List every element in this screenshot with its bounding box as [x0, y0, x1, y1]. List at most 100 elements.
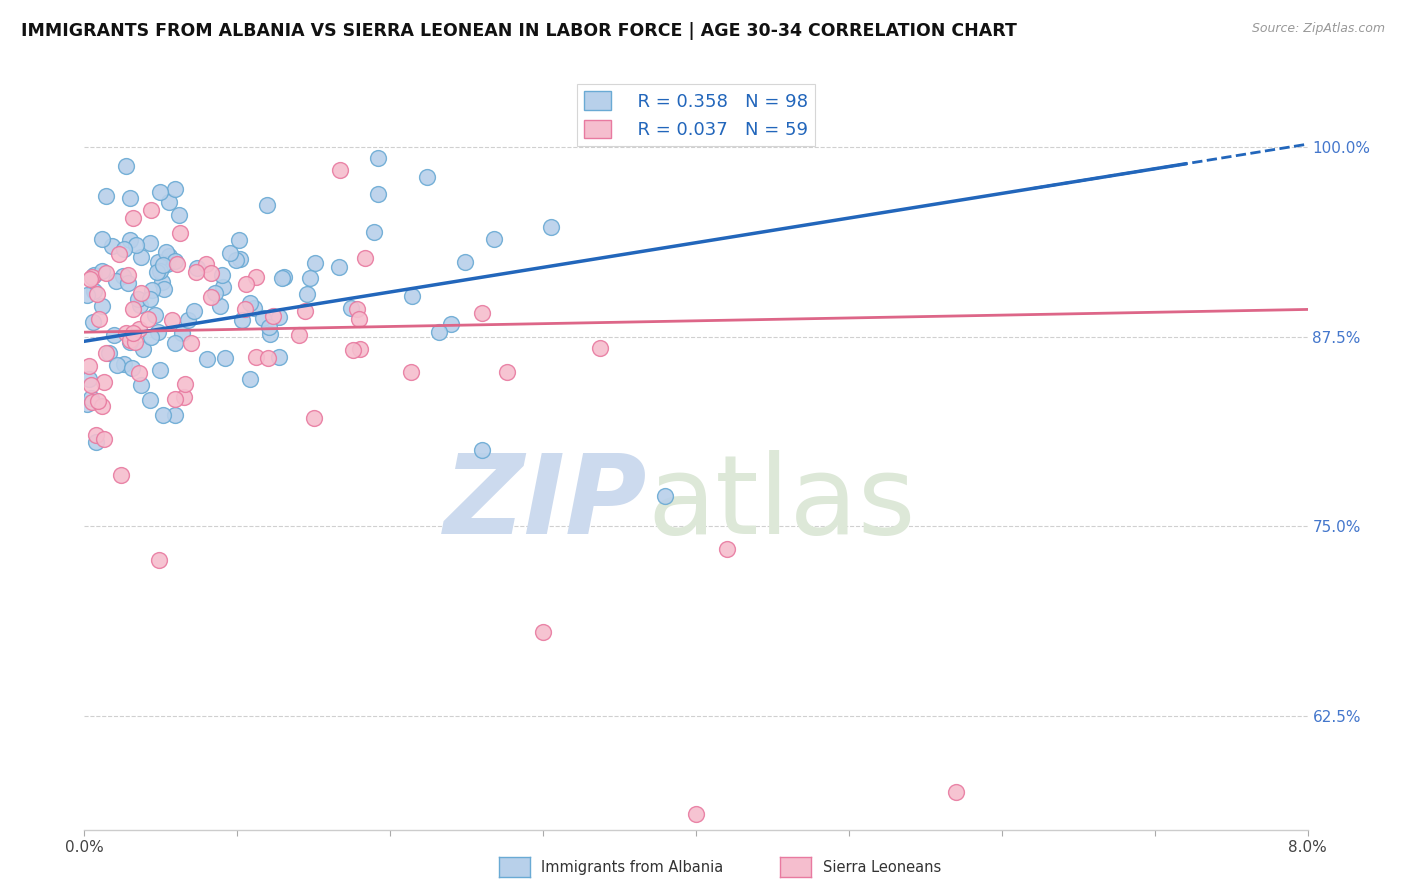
Point — [262, 309, 284, 323]
Point — [115, 326, 138, 341]
Point — [148, 264, 170, 278]
Point — [84, 428, 107, 442]
Point — [112, 357, 135, 371]
Text: Source: ZipAtlas.com: Source: ZipAtlas.com — [1251, 22, 1385, 36]
Point — [105, 358, 128, 372]
Point — [131, 377, 153, 392]
Point — [118, 333, 141, 347]
Point — [342, 343, 364, 357]
Point — [165, 392, 187, 406]
Point — [716, 542, 738, 557]
Point — [139, 292, 162, 306]
Point — [295, 286, 318, 301]
Point — [239, 296, 262, 310]
Point — [149, 186, 172, 200]
Point — [152, 282, 174, 296]
Point — [155, 245, 177, 260]
Point — [304, 256, 326, 270]
Point — [127, 292, 149, 306]
Point — [170, 326, 193, 340]
Point — [118, 233, 141, 247]
Point — [167, 208, 190, 222]
Point — [180, 335, 202, 350]
Point — [329, 162, 352, 177]
Point — [117, 268, 139, 282]
Point — [156, 257, 179, 271]
Text: Sierra Leoneans: Sierra Leoneans — [823, 861, 941, 875]
Point — [93, 375, 115, 389]
Point — [471, 443, 494, 458]
Point — [163, 408, 186, 422]
Point — [96, 266, 118, 280]
Text: ZIP: ZIP — [443, 450, 647, 557]
Point — [347, 312, 370, 326]
Point — [219, 246, 242, 260]
Legend:   R = 0.358   N = 98,   R = 0.037   N = 59: R = 0.358 N = 98, R = 0.037 N = 59 — [576, 84, 815, 146]
Point — [484, 232, 506, 246]
Point — [589, 342, 612, 356]
Point — [177, 313, 200, 327]
Point — [80, 378, 103, 392]
Point — [149, 363, 172, 377]
Point — [115, 159, 138, 173]
Point — [163, 182, 186, 196]
Point — [496, 365, 519, 379]
Point — [110, 468, 132, 483]
Point — [86, 287, 108, 301]
Point — [118, 334, 141, 349]
Point — [166, 257, 188, 271]
Point — [174, 377, 197, 392]
Point — [129, 286, 152, 301]
Point — [129, 250, 152, 264]
Point — [200, 266, 222, 280]
Point — [228, 233, 250, 247]
Point — [141, 330, 163, 344]
Point — [288, 327, 311, 342]
Point — [294, 303, 316, 318]
Point — [152, 409, 174, 423]
Point — [79, 272, 101, 286]
Point — [197, 351, 219, 366]
Point — [194, 257, 217, 271]
Point — [233, 301, 256, 316]
Text: Immigrants from Albania: Immigrants from Albania — [541, 861, 724, 875]
Point — [89, 311, 111, 326]
Point — [302, 411, 325, 425]
Point — [252, 311, 274, 326]
Point — [173, 390, 195, 404]
Point — [273, 269, 295, 284]
Point — [105, 274, 128, 288]
Point — [84, 434, 107, 449]
Point — [328, 260, 350, 274]
Point — [245, 350, 267, 364]
Point — [121, 326, 143, 340]
Point — [91, 399, 114, 413]
Point — [298, 271, 321, 285]
Point — [91, 232, 114, 246]
Point — [401, 289, 423, 303]
Point — [101, 239, 124, 253]
Point — [97, 346, 120, 360]
Point — [685, 807, 707, 822]
Point — [354, 251, 377, 265]
Point — [186, 260, 208, 275]
Point — [146, 254, 169, 268]
Point — [257, 351, 280, 365]
Point — [128, 322, 150, 336]
Point — [256, 198, 278, 212]
Point — [148, 553, 170, 567]
Point — [163, 254, 186, 268]
Point — [76, 397, 98, 411]
Point — [945, 785, 967, 799]
Point — [107, 246, 129, 260]
Point — [169, 226, 191, 240]
Point — [340, 301, 363, 315]
Point — [94, 346, 117, 360]
Point — [531, 625, 554, 640]
Point — [157, 250, 180, 264]
Point — [117, 277, 139, 291]
Point — [77, 359, 100, 373]
Point — [139, 392, 162, 407]
Point — [143, 309, 166, 323]
Point — [141, 202, 163, 217]
